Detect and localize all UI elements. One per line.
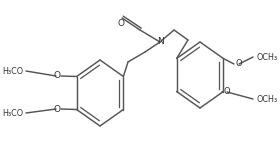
Text: H₃CO: H₃CO bbox=[2, 66, 23, 76]
Text: O: O bbox=[53, 72, 60, 81]
Text: O: O bbox=[235, 59, 242, 68]
Text: OCH₃: OCH₃ bbox=[257, 52, 278, 61]
Text: O: O bbox=[118, 19, 125, 28]
Text: O: O bbox=[223, 88, 230, 97]
Text: O: O bbox=[53, 105, 60, 114]
Text: OCH₃: OCH₃ bbox=[257, 95, 278, 104]
Text: H₃CO: H₃CO bbox=[2, 109, 23, 118]
Text: N: N bbox=[157, 37, 163, 46]
